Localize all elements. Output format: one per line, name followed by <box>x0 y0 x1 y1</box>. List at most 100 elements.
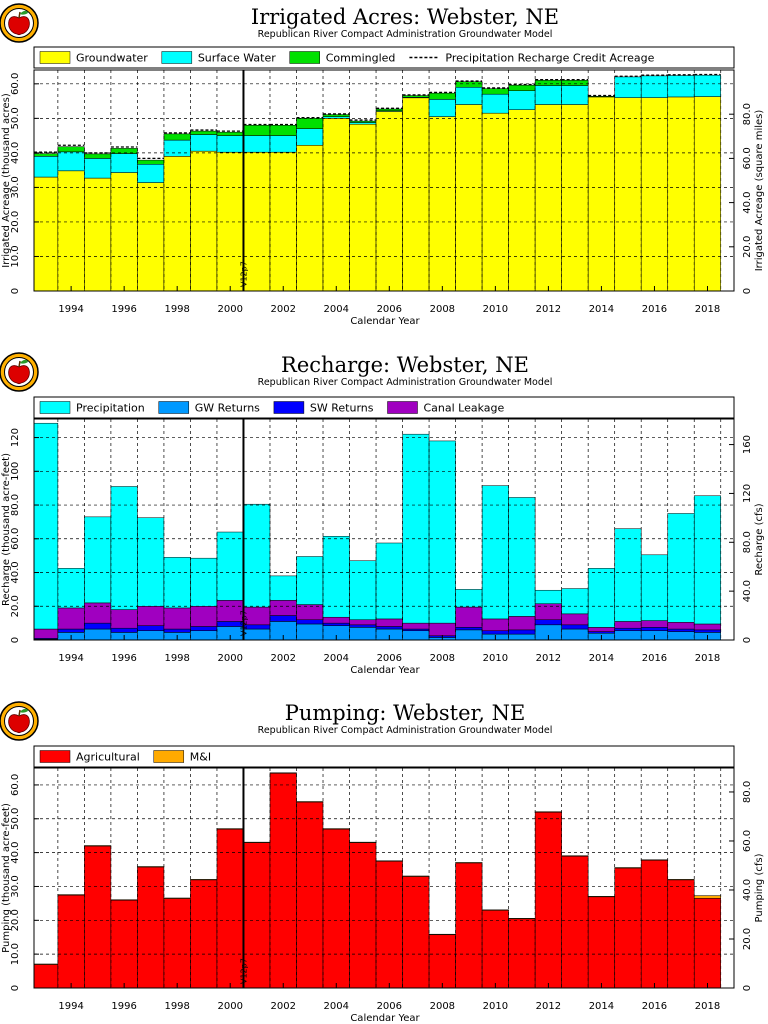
bar-groundwater-1994 <box>57 170 85 292</box>
logo-apple <box>8 365 30 385</box>
bar-surface-water-2011 <box>508 90 536 110</box>
bar-m-i-2014 <box>587 896 615 898</box>
legend: Agricultural M&I <box>33 745 735 768</box>
bar-commingled-2013 <box>561 80 589 86</box>
bar-commingled-2004 <box>322 114 350 117</box>
bar-commingled-1993 <box>33 153 59 157</box>
y-tick-label: 20.0 <box>10 909 21 931</box>
x-tick-label: 2000 <box>217 304 242 315</box>
bar-m-i-2015 <box>614 867 642 869</box>
bar-commingled-2012 <box>534 80 562 86</box>
bar-m-i-2017 <box>667 879 695 881</box>
legend-label-canal-leakage: Canal Leakage <box>424 402 505 415</box>
bar-sw-returns-2011 <box>508 629 536 635</box>
y-axis-label: Irrigated Acreage (thousand acres) <box>1 93 12 268</box>
x-tick-label: 2004 <box>324 1001 349 1012</box>
bar-groundwater-2004 <box>322 118 350 292</box>
x-tick-label: 2016 <box>642 653 667 664</box>
bar-precipitation-2013 <box>561 588 589 615</box>
y-axis-left: 0 10.0 20.0 30.0 40.0 50.0 60.0 <box>10 73 39 294</box>
bar-precipitation-1996 <box>110 486 138 610</box>
bar-surface-water-1995 <box>84 158 112 179</box>
x-tick-label: 2016 <box>642 304 667 315</box>
y2-tick-label: 20.0 <box>742 236 753 258</box>
y-axis-label: Recharge (thousand acre-feet) <box>1 453 12 606</box>
x-tick-label: 2002 <box>271 1001 296 1012</box>
y-tick-label: 0 <box>10 637 21 643</box>
bar-agricultural-1993 <box>33 964 59 989</box>
bar-sw-returns-2018 <box>693 629 721 633</box>
bar-m-i-2016 <box>640 859 668 861</box>
bar-canal-leakage-1996 <box>110 609 138 629</box>
y-tick-label: 100 <box>10 462 21 481</box>
bar-sw-returns-2013 <box>561 624 589 630</box>
bar-m-i-2013 <box>561 855 589 857</box>
logo-apple-stem <box>18 360 21 368</box>
bar-precipitation-2001 <box>243 503 271 608</box>
bar-canal-leakage-2017 <box>667 622 695 630</box>
bar-agricultural-2005 <box>349 842 377 989</box>
bar-surface-water-2000 <box>216 135 244 153</box>
y-tick-label: 80.0 <box>10 494 21 516</box>
bar-commingled-2014 <box>587 95 615 98</box>
bar-agricultural-2012 <box>534 811 562 989</box>
chart-subtitle: Republican River Compact Administration … <box>258 29 553 40</box>
x-tick-label: 2006 <box>377 653 402 664</box>
bar-commingled-2003 <box>296 118 324 129</box>
bar-gw-returns-1995 <box>84 628 112 641</box>
y2-axis-label: Pumping (cfs) <box>754 853 765 922</box>
bar-canal-leakage-1994 <box>57 607 85 630</box>
bar-agricultural-2015 <box>614 867 642 989</box>
y-tick-label: 120 <box>10 428 21 447</box>
bar-canal-leakage-2014 <box>587 627 615 632</box>
bar-canal-leakage-2003 <box>296 604 324 621</box>
precip-credit-line <box>34 73 721 160</box>
bar-precipitation-2012 <box>534 589 562 604</box>
x-tick-label: 1996 <box>111 304 136 315</box>
apple-seal-icon <box>0 352 39 392</box>
bar-sw-returns-1995 <box>84 622 112 630</box>
bar-canal-leakage-2018 <box>693 623 721 631</box>
legend-label-precipitation: Precipitation <box>76 402 145 415</box>
legend-label-commingled: Commingled <box>326 52 396 65</box>
y-axis-left: 0 10.0 20.0 30.0 40.0 50.0 60.0 <box>10 774 39 991</box>
bar-commingled-1994 <box>57 146 85 153</box>
bar-m-i-2008 <box>428 933 456 936</box>
bar-canal-leakage-2011 <box>508 616 536 631</box>
bar-sw-returns-2015 <box>614 627 642 631</box>
bar-gw-returns-2009 <box>455 629 483 641</box>
bar-agricultural-1999 <box>190 879 218 989</box>
bar-groundwater-2017 <box>667 96 695 292</box>
bar-commingled-2010 <box>481 88 509 95</box>
bar-canal-leakage-2013 <box>561 613 589 626</box>
bar-sw-returns-2007 <box>402 628 430 631</box>
bar-commingled-2001 <box>243 125 271 136</box>
y-tick-label: 50.0 <box>10 808 21 830</box>
legend-swatch-gw-returns <box>158 401 190 414</box>
legend-swatch-precipitation <box>39 401 71 414</box>
bar-m-i-1997 <box>137 866 165 868</box>
y-tick-label: 60.0 <box>10 528 21 550</box>
x-axis: 1994 1996 1998 2000 2002 2004 2006 2008 2010 2012… <box>58 286 720 315</box>
bar-agricultural-1997 <box>137 866 165 989</box>
bar-m-i-2000 <box>216 828 244 830</box>
y2-axis-label: Recharge (cfs) <box>754 503 765 575</box>
bar-gw-returns-1999 <box>190 630 218 641</box>
bar-commingled-2008 <box>428 92 456 100</box>
bar-gw-returns-2011 <box>508 633 536 641</box>
bar-gw-returns-2013 <box>561 628 589 641</box>
bar-commingled-2009 <box>455 81 483 88</box>
y2-tick-label: 80.0 <box>742 103 753 125</box>
bar-precipitation-2003 <box>296 556 324 605</box>
bar-m-i-2005 <box>349 841 377 843</box>
x-tick-label: 2018 <box>695 1001 720 1012</box>
y-axis-right: 0 40.0 80.0 120 160 <box>729 435 753 643</box>
x-tick-label: 1994 <box>58 653 83 664</box>
legend-box <box>33 396 735 419</box>
bar-canal-leakage-2007 <box>402 622 430 630</box>
bars <box>33 422 721 641</box>
gridlines <box>34 70 734 291</box>
bar-agricultural-1996 <box>110 899 138 989</box>
bar-surface-water-2013 <box>561 85 589 105</box>
bar-m-i-2011 <box>508 918 536 920</box>
